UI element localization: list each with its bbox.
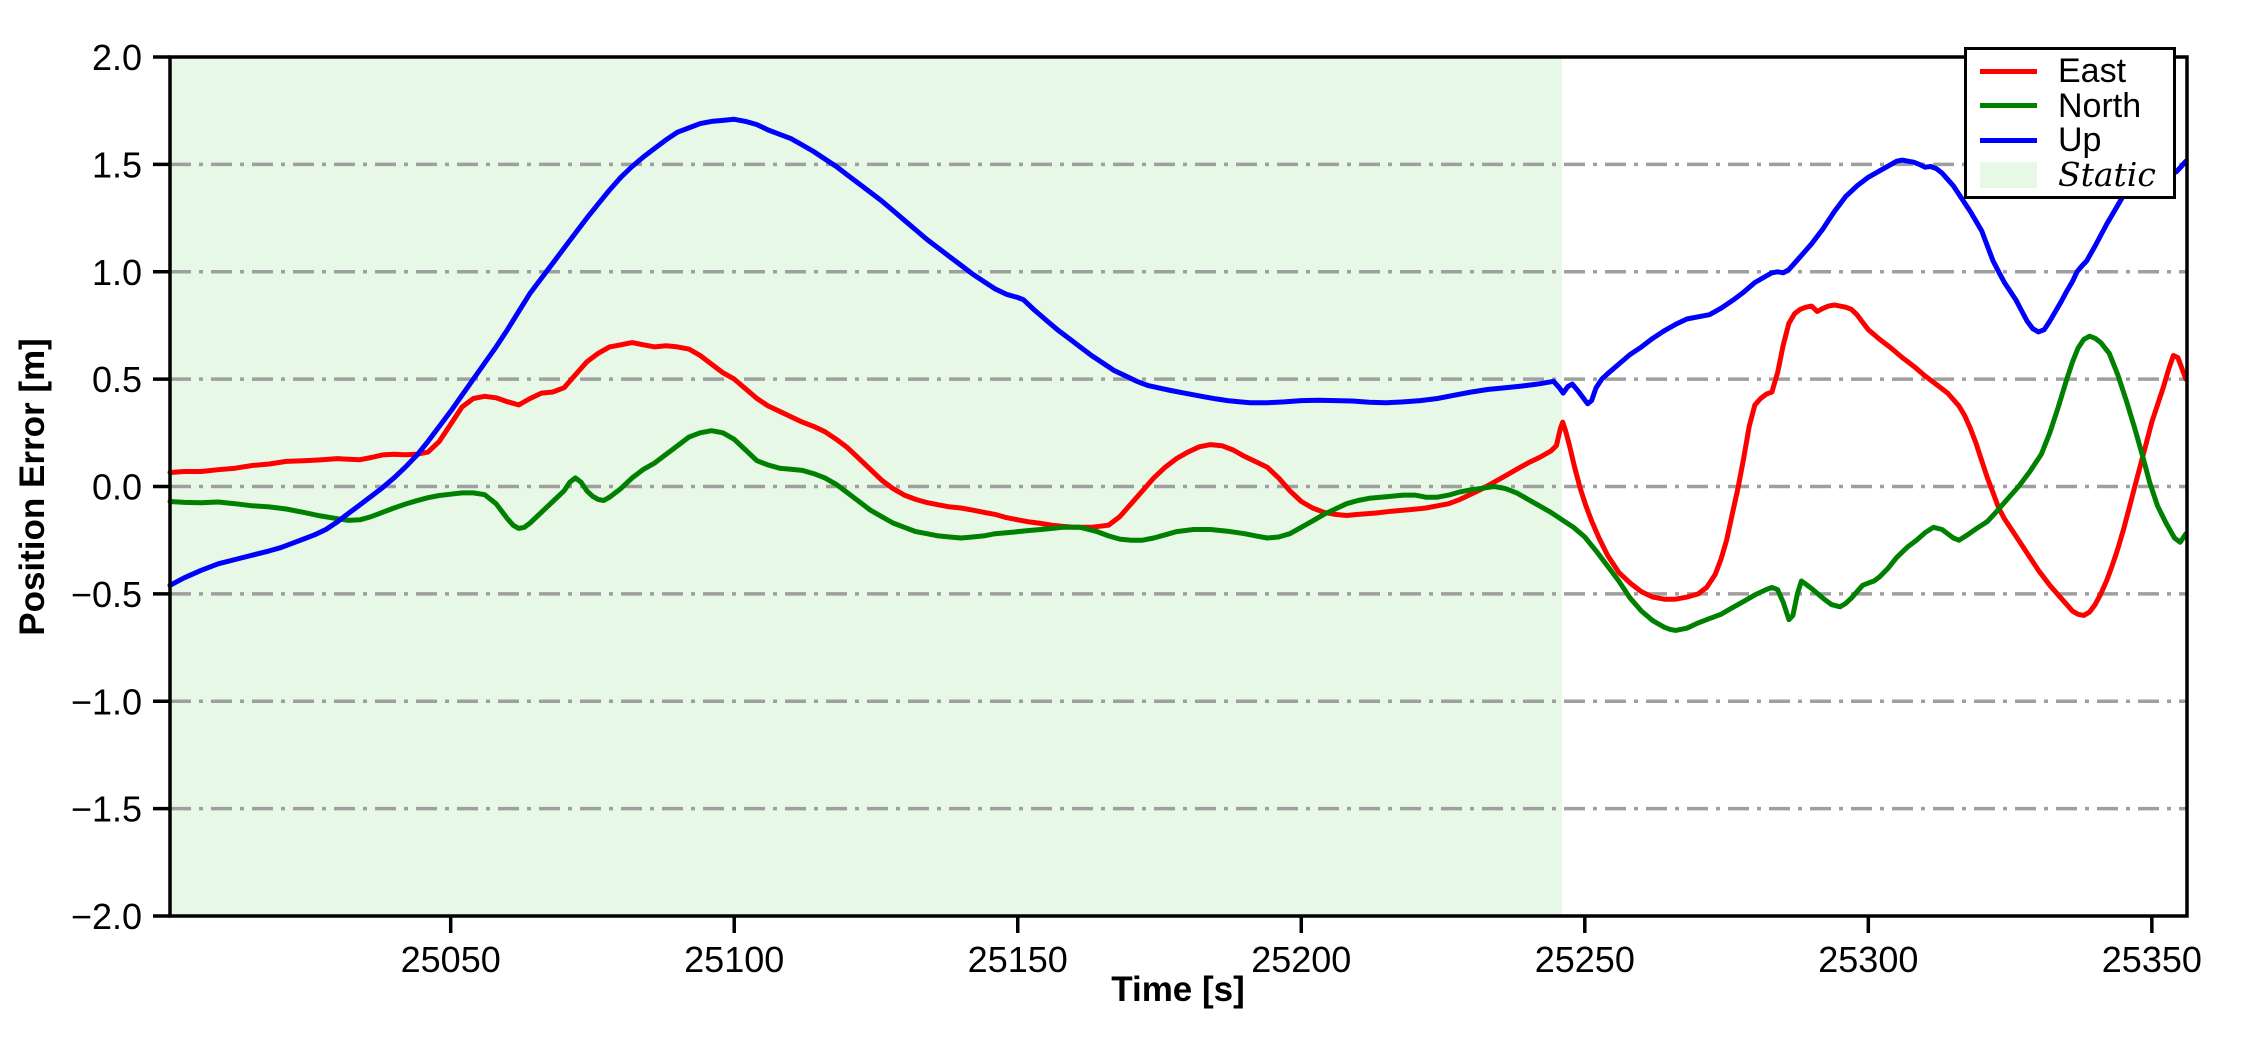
legend: East North Up Static [1964,47,2176,199]
x-tick-label: 25250 [1535,939,1635,980]
legend-item-east: East [1967,54,2173,89]
legend-north-label: North [2058,86,2142,125]
legend-up-label: Up [2058,121,2102,160]
y-tick-label: 0.0 [92,467,142,508]
series-north-line [167,333,2189,633]
legend-up-swatch [1980,137,2037,143]
y-tick-label: −1.5 [71,789,142,830]
legend-item-north: North [1967,89,2173,124]
legend-item-static: Static [1967,158,2173,193]
legend-north-swatch [1980,103,2037,109]
x-tick-label: 25300 [1818,939,1918,980]
y-tick-label: −1.0 [71,681,142,722]
y-tick-label: 0.5 [92,359,142,400]
y-tick-label: −2.0 [71,896,142,937]
x-tick-label: 25050 [401,939,501,980]
legend-item-up: Up [1967,123,2173,158]
y-axis-label: Position Error [m] [13,338,52,636]
y-tick-label: 1.5 [92,144,142,185]
y-tick-label: 2.0 [92,37,142,78]
legend-static-swatch [1980,161,2037,188]
series-east-line [167,302,2189,618]
series-up-line [167,116,2189,588]
legend-static-label: Static [2058,155,2156,195]
x-tick-label: 25200 [1251,939,1351,980]
y-tick-label: 1.0 [92,252,142,293]
x-tick-label: 25350 [2102,939,2202,980]
legend-east-swatch [1980,68,2037,74]
legend-east-label: East [2058,52,2127,91]
x-axis-label: Time [s] [1111,970,1245,1009]
x-tick-label: 25150 [968,939,1068,980]
y-tick-label: −0.5 [71,574,142,615]
x-tick-label: 25100 [684,939,784,980]
